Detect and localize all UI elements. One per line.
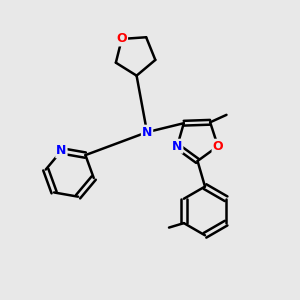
Text: O: O (213, 140, 223, 153)
Text: N: N (142, 126, 152, 139)
Text: N: N (56, 144, 67, 158)
Text: O: O (116, 32, 127, 46)
Text: N: N (172, 140, 182, 153)
